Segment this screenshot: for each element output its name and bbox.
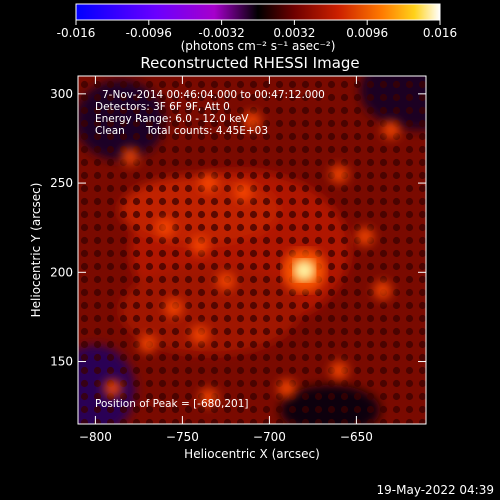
source-spot — [277, 379, 296, 398]
colorbar-ticks: -0.016 -0.0096 -0.0032 0.0032 0.0096 0.016 — [57, 20, 457, 40]
colorbar-tick-label: -0.0032 — [198, 26, 244, 40]
colorbar-tick-label: -0.016 — [57, 26, 96, 40]
annotation-detectors: Detectors: 3F 6F 9F, Att 0 — [95, 101, 230, 113]
source-spot — [234, 183, 253, 201]
source-spot — [156, 218, 174, 237]
colorbar-tick-label: 0.016 — [423, 26, 457, 40]
source-spot — [199, 388, 218, 407]
source-spot — [330, 165, 348, 184]
colorbar — [75, 3, 441, 21]
source-spot — [382, 120, 401, 139]
source-spot — [356, 227, 375, 246]
footer-date: 19-May-2022 04:39 — [377, 483, 494, 497]
y-tick-label: 150 — [50, 355, 73, 369]
source-spot — [164, 299, 183, 317]
source-spot — [138, 334, 157, 353]
source-spot — [330, 361, 348, 380]
colorbar-units: (photons cm⁻² s⁻¹ asec⁻²) — [181, 39, 336, 53]
y-axis-label: Heliocentric Y (arcsec) — [29, 183, 43, 318]
source-spot — [199, 174, 218, 193]
peak-source — [282, 248, 327, 293]
source-spot — [121, 147, 140, 166]
x-tick-label: −700 — [253, 430, 286, 444]
y-tick-label: 250 — [50, 176, 73, 190]
colorbar-tick-label: 0.0096 — [346, 26, 388, 40]
axis-ticks: −800 −750 −700 −650 150 200 250 300 — [50, 76, 426, 444]
annotation-clean: Clean — [95, 125, 125, 137]
x-axis-label: Heliocentric X (arcsec) — [184, 447, 320, 461]
y-tick-label: 300 — [50, 87, 73, 101]
source-spot — [243, 111, 261, 130]
source-spot — [216, 272, 235, 291]
annotation-peak: Position of Peak = [-680,201] — [95, 398, 249, 410]
annotation-counts: Total counts: 4.45E+03 — [145, 125, 268, 137]
y-tick-label: 200 — [50, 265, 73, 279]
chart-title: Reconstructed RHESSI Image — [140, 54, 359, 72]
colorbar-tick-label: 0.0032 — [273, 26, 315, 40]
colorbar-tick-label: -0.0096 — [126, 26, 172, 40]
annotation-energy: Energy Range: 6.0 - 12.0 keV — [95, 113, 249, 125]
source-spot — [373, 281, 392, 300]
sources — [103, 111, 401, 407]
annotation-time-range: 7-Nov-2014 00:46:04.000 to 00:47:12.000 — [102, 89, 325, 101]
heatmap-image — [78, 76, 426, 424]
source-spot — [190, 325, 209, 344]
source-spot — [103, 379, 122, 398]
x-tick-label: −800 — [79, 430, 112, 444]
x-tick-label: −650 — [340, 430, 373, 444]
x-tick-label: −750 — [166, 430, 199, 444]
plot-frame — [77, 75, 427, 425]
source-spot — [190, 236, 209, 255]
